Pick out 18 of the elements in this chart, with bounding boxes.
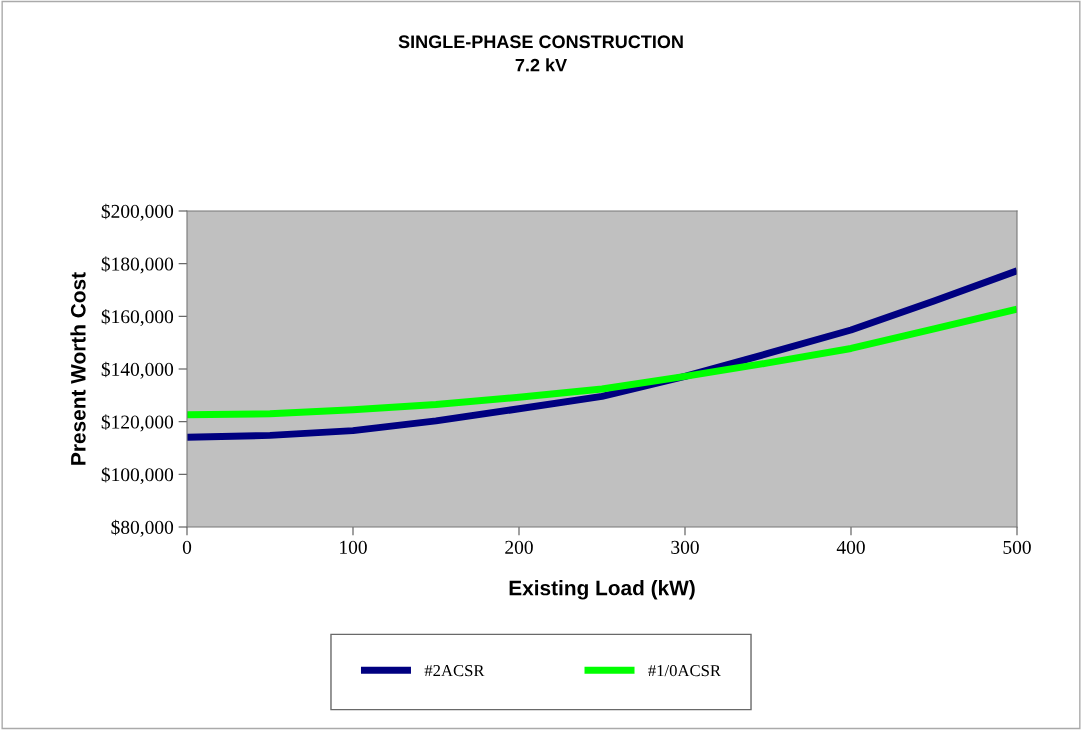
x-tick-label: 300 <box>671 540 699 554</box>
chart-title: SINGLE-PHASE CONSTRUCTION 7.2 kV <box>398 35 683 72</box>
x-tick-label: 100 <box>340 540 367 554</box>
x-tick-label: 200 <box>505 540 533 554</box>
x-tick-label: 500 <box>1003 540 1031 554</box>
y-tick-label: $180,000 <box>101 256 174 274</box>
y-tick-label: $160,000 <box>101 309 174 327</box>
y-axis-title: Present Worth Cost <box>70 272 86 465</box>
legend-label: #2ACSR <box>424 665 485 677</box>
legend-label: #1/0ACSR <box>648 664 721 677</box>
x-tick-label: 0 <box>182 540 192 554</box>
y-tick-label: $140,000 <box>101 361 174 379</box>
x-tick-label: 400 <box>836 540 865 554</box>
x-axis-title: Existing Load (kW) <box>509 580 695 600</box>
y-tick-label: $120,000 <box>101 414 174 432</box>
y-tick-label: $100,000 <box>101 467 174 485</box>
y-tick-label: $80,000 <box>111 519 174 537</box>
y-tick-label: $200,000 <box>101 203 174 221</box>
